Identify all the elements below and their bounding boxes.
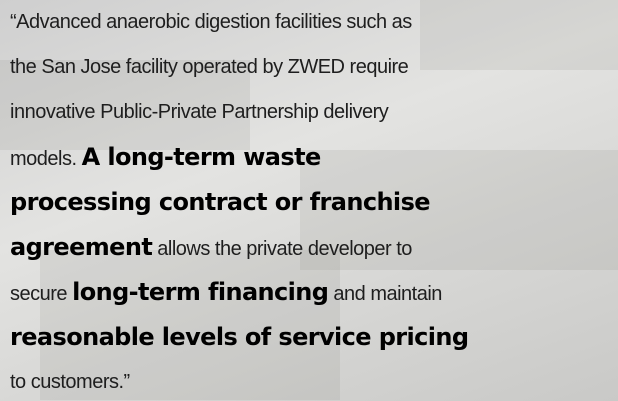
quote-line: agreement allows the private developer t… xyxy=(10,225,615,270)
bold-text: processing contract or franchise xyxy=(10,188,431,216)
text: secure xyxy=(10,283,73,305)
quote-line: innovative Public-Private Partnership de… xyxy=(10,90,615,135)
quote-line: to customers.” xyxy=(10,360,615,401)
background-shape xyxy=(40,250,340,400)
bold-text: long-term financing xyxy=(72,278,329,306)
quote-line: “Advanced anaerobic digestion facilities… xyxy=(10,0,615,45)
quote-line: processing contract or franchise xyxy=(10,180,615,225)
background-shape xyxy=(0,60,250,150)
text: allows the private developer to xyxy=(152,238,412,260)
quote-text: “Advanced anaerobic digestion facilities… xyxy=(10,0,615,401)
text: the San Jose facility operated by ZWED r… xyxy=(10,56,409,78)
quote-line: secure long-term financing and maintain xyxy=(10,270,615,315)
quote-line: reasonable levels of service pricing xyxy=(10,315,615,360)
background-shape xyxy=(300,150,618,270)
quote-line: models. A long-term waste xyxy=(10,135,615,180)
text: to customers.” xyxy=(10,371,130,393)
text: and maintain xyxy=(328,283,442,305)
text: innovative Public-Private Partnership de… xyxy=(10,101,389,123)
bold-text: A long-term waste xyxy=(81,143,322,171)
text: “Advanced anaerobic digestion facilities… xyxy=(10,11,412,33)
bold-text: agreement xyxy=(10,233,153,261)
text: models. xyxy=(10,148,82,170)
background-shape xyxy=(420,0,618,70)
bold-text: reasonable levels of service pricing xyxy=(10,323,469,351)
quote-line: the San Jose facility operated by ZWED r… xyxy=(10,45,615,90)
